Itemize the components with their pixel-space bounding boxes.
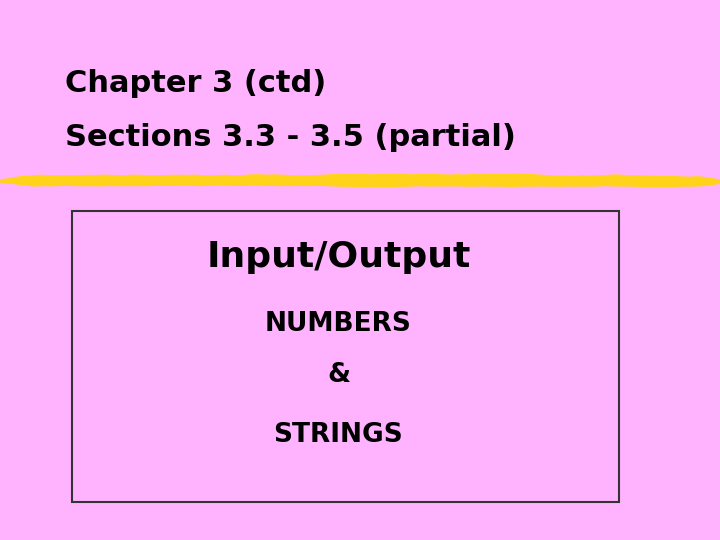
Bar — [72, 211, 619, 502]
Text: Sections 3.3 - 3.5 (partial): Sections 3.3 - 3.5 (partial) — [65, 123, 516, 152]
Text: &: & — [327, 362, 350, 388]
Text: Input/Output: Input/Output — [206, 240, 471, 273]
Text: STRINGS: STRINGS — [274, 422, 403, 448]
Text: NUMBERS: NUMBERS — [265, 311, 412, 337]
Text: Chapter 3 (ctd): Chapter 3 (ctd) — [65, 69, 326, 98]
Polygon shape — [0, 173, 720, 187]
